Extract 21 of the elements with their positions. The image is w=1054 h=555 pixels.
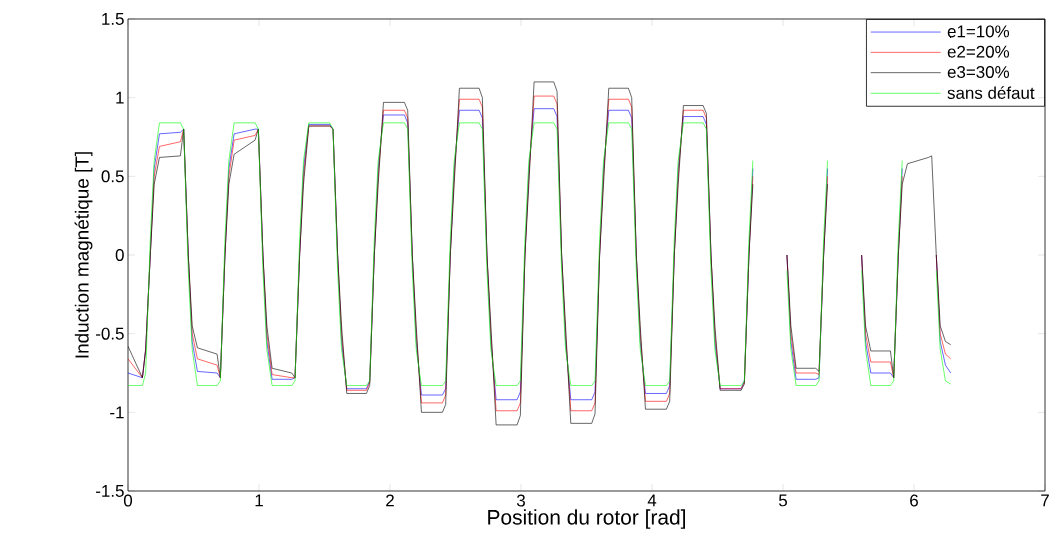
x-tick-label: 5 bbox=[778, 494, 787, 507]
y-axis-title: Induction magnétique [T] bbox=[74, 152, 93, 358]
y-tick-label: 0.5 bbox=[101, 170, 124, 183]
x-tick-label: 6 bbox=[910, 494, 918, 507]
x-tick-label: 7 bbox=[1041, 494, 1049, 507]
y-tick-label: -1 bbox=[110, 406, 124, 419]
y-tick-label: 1 bbox=[116, 91, 124, 104]
x-axis-title: Position du rotor [rad] bbox=[488, 509, 685, 529]
legend-label: e3=30% bbox=[947, 66, 1010, 78]
y-tick-label: 1.5 bbox=[102, 13, 124, 25]
x-tick-label: 0 bbox=[123, 494, 133, 507]
y-tick-label: 0 bbox=[115, 249, 124, 261]
x-tick-label: 2 bbox=[386, 494, 394, 507]
x-tick-label: 1 bbox=[255, 494, 263, 507]
y-tick-label: -1.5 bbox=[96, 485, 124, 497]
x-tick-label: 3 bbox=[516, 494, 525, 507]
legend-label: e2=20% bbox=[947, 45, 1010, 58]
legend-label: sans défaut bbox=[947, 86, 1035, 99]
y-tick-label: -0.5 bbox=[96, 327, 124, 340]
x-tick-label: 4 bbox=[647, 494, 657, 507]
legend-label: e1=10% bbox=[947, 25, 1010, 38]
